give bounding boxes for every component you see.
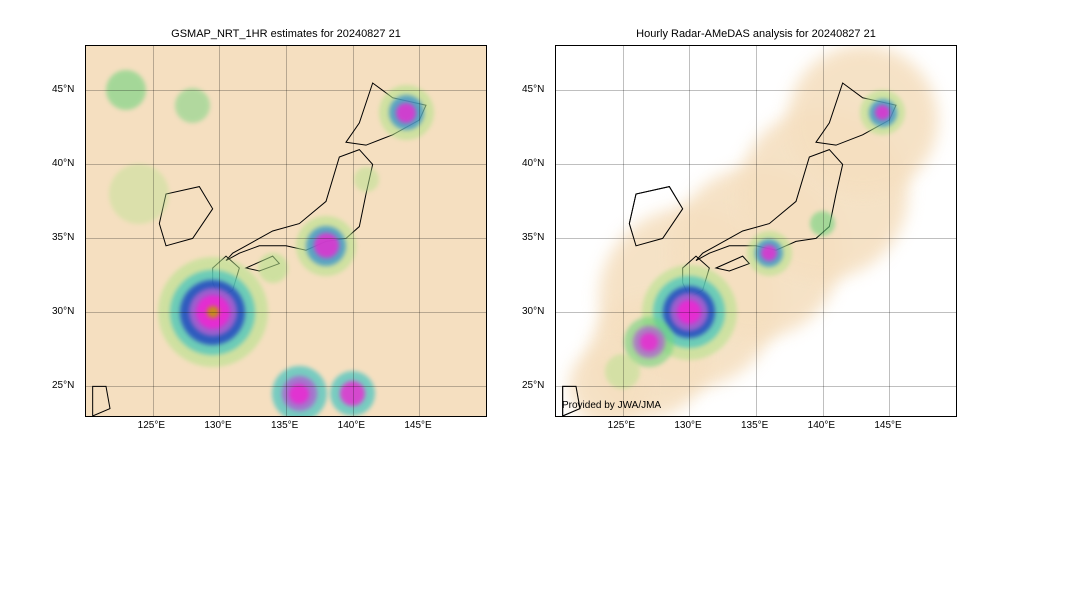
y-tick: 40°N bbox=[522, 158, 544, 169]
map-panel: Hourly Radar-AMeDAS analysis for 2024082… bbox=[555, 45, 957, 417]
y-tick: 35°N bbox=[52, 232, 74, 243]
map-panel: GSMAP_NRT_1HR estimates for 20240827 211… bbox=[85, 45, 487, 417]
x-tick: 130°E bbox=[674, 420, 701, 431]
y-tick: 35°N bbox=[522, 232, 544, 243]
y-tick: 25°N bbox=[522, 380, 544, 391]
x-tick: 145°E bbox=[874, 420, 901, 431]
x-tick: 135°E bbox=[271, 420, 298, 431]
map-title: Hourly Radar-AMeDAS analysis for 2024082… bbox=[556, 28, 956, 40]
x-tick: 145°E bbox=[404, 420, 431, 431]
y-tick: 45°N bbox=[522, 84, 544, 95]
x-tick: 140°E bbox=[808, 420, 835, 431]
attribution: Provided by JWA/JMA bbox=[562, 400, 661, 411]
y-tick: 30°N bbox=[52, 306, 74, 317]
x-tick: 125°E bbox=[608, 420, 635, 431]
y-tick: 40°N bbox=[52, 158, 74, 169]
y-tick: 45°N bbox=[52, 84, 74, 95]
x-tick: 125°E bbox=[138, 420, 165, 431]
x-tick: 130°E bbox=[204, 420, 231, 431]
y-tick: 25°N bbox=[52, 380, 74, 391]
x-tick: 135°E bbox=[741, 420, 768, 431]
x-tick: 140°E bbox=[338, 420, 365, 431]
map-title: GSMAP_NRT_1HR estimates for 20240827 21 bbox=[86, 28, 486, 40]
y-tick: 30°N bbox=[522, 306, 544, 317]
